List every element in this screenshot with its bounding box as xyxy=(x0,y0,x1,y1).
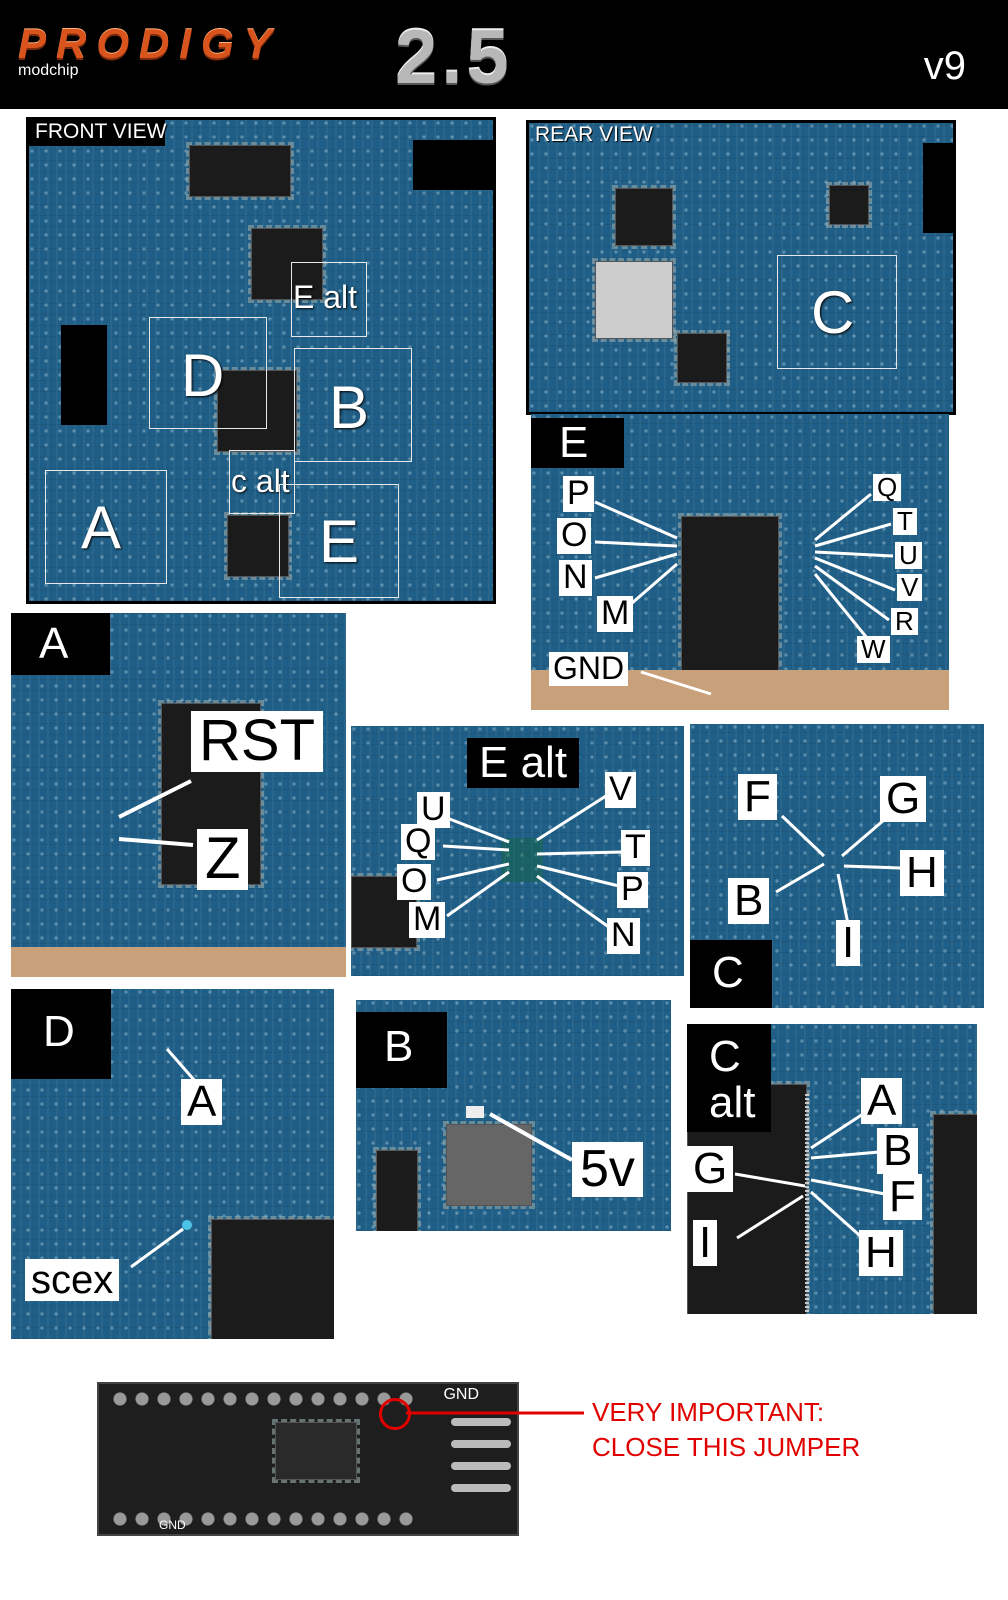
scex-label: scex xyxy=(25,1259,120,1301)
rst-label: RST xyxy=(191,710,323,772)
pin-label-o: O xyxy=(557,517,592,554)
ealt-pin-o: O xyxy=(397,863,432,900)
c-pin-f: F xyxy=(738,773,777,821)
jumper-note-line1: VERY IMPORTANT: xyxy=(592,1397,825,1427)
region-c-label: C xyxy=(811,279,855,346)
version-label: v9 xyxy=(923,44,966,88)
pin-label-r: R xyxy=(891,607,918,636)
ealt-pin-v: V xyxy=(605,771,636,808)
header-banner: PRODIGY modchip 2.5 v9 xyxy=(0,0,1008,109)
panel-c-alt-tag: C alt xyxy=(687,1024,772,1133)
5v-label: 5v xyxy=(572,1142,643,1197)
d-pin-a: A xyxy=(181,1078,223,1126)
panel-d: D A scex xyxy=(11,989,334,1339)
version-logo: 2.5 xyxy=(395,15,513,100)
modchip-subtitle: modchip xyxy=(18,62,79,79)
panel-d-tag: D xyxy=(11,989,111,1080)
c-pin-g: G xyxy=(880,775,927,823)
calt-pin-f: F xyxy=(883,1173,922,1221)
pin-label-p: P xyxy=(563,475,594,512)
jumper-note: VERY IMPORTANT: CLOSE THIS JUMPER xyxy=(592,1395,860,1465)
gnd-bottom-label: GND xyxy=(159,1518,186,1532)
panel-c-tag: C xyxy=(690,940,772,1008)
ealt-pin-q: Q xyxy=(401,823,436,860)
z-label: Z xyxy=(197,828,249,890)
jumper-note-line2: CLOSE THIS JUMPER xyxy=(592,1432,861,1462)
pin-label-w: W xyxy=(857,635,890,664)
panel-e-alt: E alt U Q O M V T P N xyxy=(351,726,684,976)
c-pin-b: B xyxy=(728,877,770,925)
panel-a-tag: A xyxy=(11,613,111,676)
pin-label-t: T xyxy=(893,507,917,536)
pin-label-m: M xyxy=(597,595,634,632)
region-d-label: D xyxy=(181,342,225,409)
front-view-panel: FRONT VIEW E alt D B c alt A E xyxy=(26,117,496,604)
gnd-label: GND xyxy=(549,651,629,686)
pin-label-n: N xyxy=(559,559,592,596)
prodigy-logo: PRODIGY xyxy=(18,20,282,67)
front-view-title: FRONT VIEW xyxy=(35,120,167,143)
ealt-pin-u: U xyxy=(417,791,450,828)
ealt-pin-m: M xyxy=(409,901,446,938)
panel-e-alt-tag: E alt xyxy=(467,738,580,789)
c-pin-h: H xyxy=(900,849,944,897)
panel-e: E P O N M Q T U V R W GND xyxy=(531,414,949,710)
panel-b-tag: B xyxy=(356,1012,448,1089)
rear-view-title: REAR VIEW xyxy=(535,123,653,146)
pin-label-u: U xyxy=(895,541,922,570)
region-a-label: A xyxy=(81,494,122,561)
c-pin-i: I xyxy=(836,919,861,967)
panel-c-alt-tag-line2: alt xyxy=(709,1078,756,1128)
region-e-alt-label: E alt xyxy=(293,279,358,315)
ealt-pin-p: P xyxy=(617,871,648,908)
pin-label-q: Q xyxy=(873,473,902,502)
ealt-pin-t: T xyxy=(621,829,650,866)
panel-c-alt-tag-line1: C xyxy=(709,1032,741,1081)
region-e-label: E xyxy=(319,508,360,575)
calt-pin-b: B xyxy=(877,1127,919,1175)
pin-label-v: V xyxy=(897,573,923,602)
panel-a: A RST Z xyxy=(11,613,346,977)
region-b-label: B xyxy=(329,374,370,441)
gnd-top-label: GND xyxy=(443,1386,479,1403)
calt-pin-a: A xyxy=(861,1077,903,1125)
rear-view-panel: REAR VIEW C xyxy=(526,120,956,415)
panel-b: B 5v xyxy=(356,1000,671,1231)
modchip-board: GND GND xyxy=(97,1382,519,1536)
panel-c: C F G B H I xyxy=(690,724,984,1008)
panel-e-tag: E xyxy=(531,418,625,469)
calt-pin-i: I xyxy=(693,1219,718,1267)
calt-pin-g: G xyxy=(687,1145,734,1193)
